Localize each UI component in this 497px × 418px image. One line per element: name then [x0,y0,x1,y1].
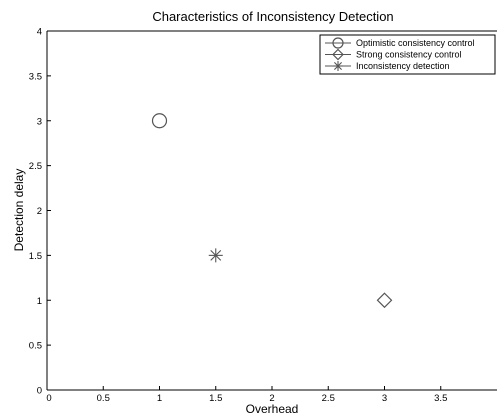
y-tick-label: 1 [37,296,42,307]
x-tick-label: 3.5 [434,393,447,404]
x-tick-label: 2.5 [322,393,335,404]
x-tick-label: 3 [382,393,387,404]
y-tick-label: 0.5 [29,341,42,352]
legend-label: Optimistic consistency control [356,38,475,48]
y-tick-label: 2 [37,206,42,217]
legend-item: Optimistic consistency control [325,37,475,49]
legend-label: Strong consistency control [356,50,462,60]
data-point-circle [151,113,168,129]
data-points [151,113,393,309]
x-tick-label: 0 [46,393,51,404]
legend-label: Inconsistency detection [356,61,450,71]
y-tick-label: 3 [37,116,42,127]
axes [46,30,497,391]
legend-item: Inconsistency detection [325,61,450,71]
y-tick-label: 1.5 [29,251,42,262]
data-point-diamond [376,292,393,309]
y-tick-label: 0 [37,386,42,397]
data-point-asterisk [208,248,223,263]
y-tick-label: 2.5 [29,161,42,172]
legend: Optimistic consistency control Strong con… [319,34,496,75]
y-tick-label: 4 [37,27,42,38]
x-tick-label: 1 [157,393,162,404]
y-ticks: 0 0.5 1 1.5 2 2.5 3 3.5 4 [29,27,51,397]
x-tick-label: 1.5 [209,393,222,404]
x-tick-label: 0.5 [97,393,110,404]
legend-marker-asterisk [333,61,343,71]
x-ticks: 0 0.5 1 1.5 2 2.5 3 3.5 [46,386,447,404]
legend-marker-circle [332,37,344,49]
y-axis-label: Detection delay [12,169,26,252]
x-tick-label: 2 [269,393,274,404]
legend-item: Strong consistency control [325,48,462,61]
y-tick-label: 3.5 [29,71,42,82]
chart-title: Characteristics of Inconsistency Detecti… [152,9,393,24]
x-axis-label: Overhead [246,402,299,416]
legend-marker-diamond [332,48,344,61]
